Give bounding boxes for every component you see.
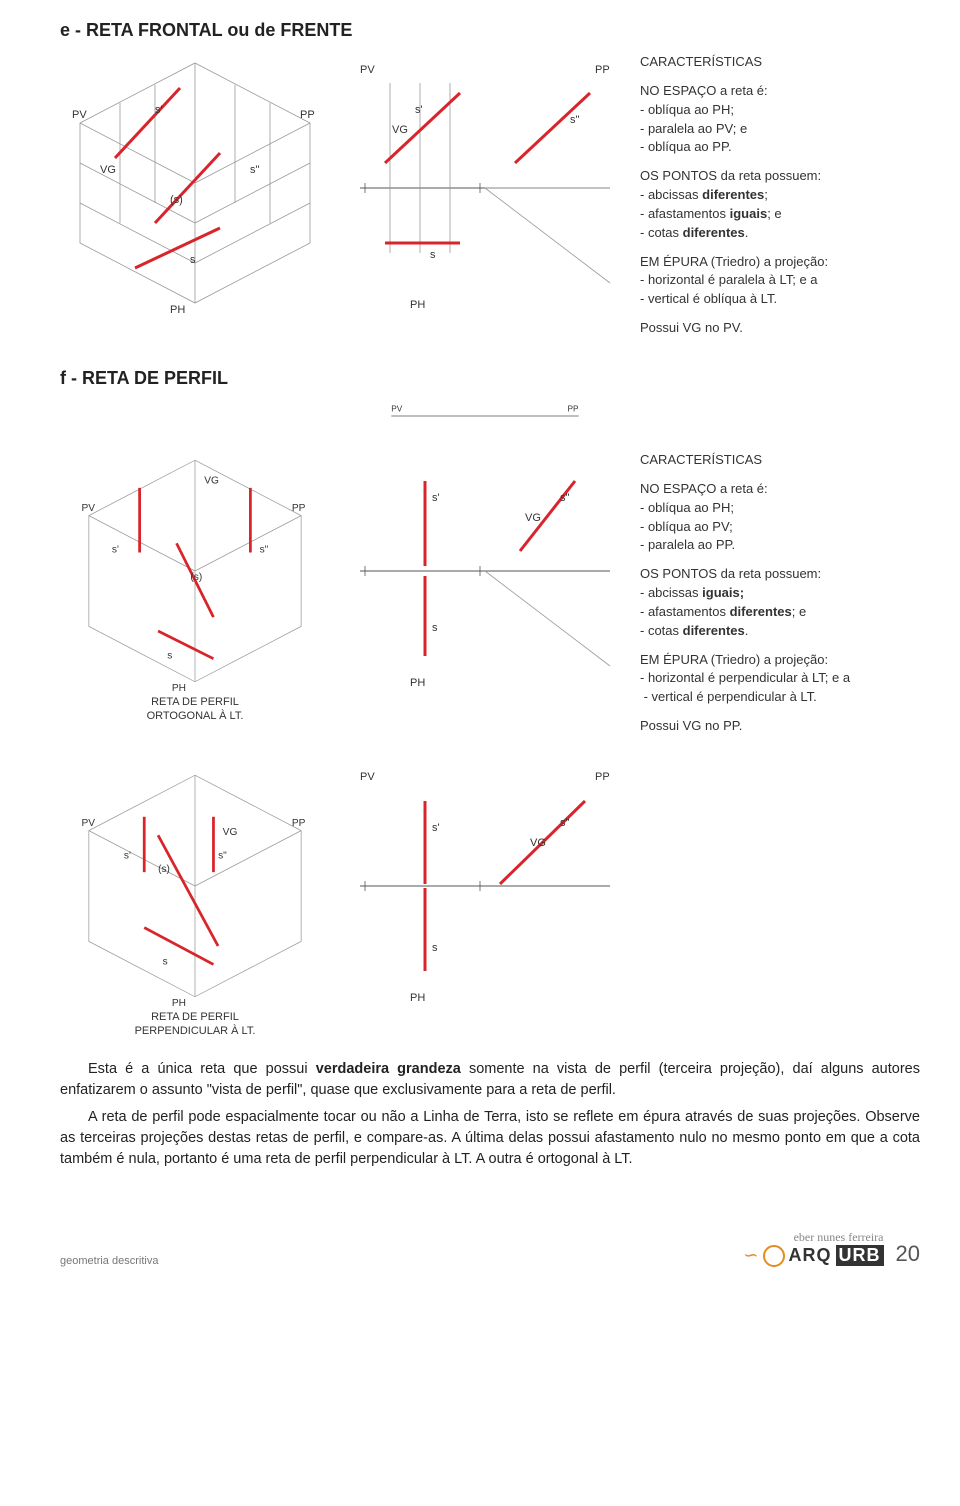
svg-text:PH: PH (172, 998, 186, 1006)
svg-text:s: s (190, 254, 196, 266)
diagram-perfil-perp-epura: PV PP PH s' s" VG s (350, 766, 620, 1039)
body-p2: A reta de perfil pode espacialmente toca… (60, 1107, 920, 1170)
svg-text:PH: PH (410, 677, 425, 689)
svg-text:s": s" (570, 114, 580, 126)
svg-text:PP: PP (300, 109, 315, 121)
row-perfil-top-epura: PV PP (60, 401, 920, 431)
frontal-espaco-0: - oblíqua ao PH; (640, 102, 734, 117)
frontal-epura-1: - vertical é oblíqua à LT. (640, 291, 777, 306)
svg-text:PV: PV (81, 503, 95, 514)
frontal-espaco-1: - paralela ao PV; e (640, 121, 747, 136)
svg-text:VG: VG (530, 837, 546, 849)
logo-arq: ARQ (789, 1245, 832, 1266)
svg-text:s: s (432, 942, 438, 954)
svg-text:PH: PH (410, 992, 425, 1004)
svg-text:s: s (163, 956, 168, 967)
frontal-pontos-intro: OS PONTOS da reta possuem: (640, 168, 821, 183)
diagram-perfil-ortogonal-iso: PV PP PH VG s' s" (s) s RETA DE PERFILOR… (60, 451, 330, 746)
caption-ortogonal: RETA DE PERFILORTOGONAL À LT. (60, 695, 330, 724)
diagram-frontal-iso: PV PP PH VG s' s" (s) s (60, 53, 330, 348)
svg-text:PV: PV (81, 818, 95, 829)
frontal-epura-0: - horizontal é paralela à LT; e a (640, 272, 818, 287)
section-e-title: e - RETA FRONTAL ou de FRENTE (60, 20, 920, 41)
svg-text:VG: VG (525, 512, 541, 524)
svg-text:PH: PH (172, 683, 186, 691)
caption-perpendicular: RETA DE PERFILPERPENDICULAR À LT. (60, 1010, 330, 1039)
svg-text:PV: PV (72, 109, 87, 121)
svg-text:VG: VG (100, 164, 116, 176)
perfil-espaco-0: - oblíqua ao PH; (640, 500, 734, 515)
svg-text:VG: VG (223, 827, 238, 838)
row-perfil-ortogonal: PV PP PH VG s' s" (s) s RETA DE PERFILOR… (60, 451, 920, 746)
svg-text:s: s (430, 249, 436, 261)
svg-text:PP: PP (595, 64, 610, 76)
frontal-espaco-2: - oblíqua ao PP. (640, 139, 732, 154)
svg-text:s: s (167, 651, 172, 662)
text-frontal: CARACTERÍSTICAS NO ESPAÇO a reta é: - ob… (640, 53, 920, 348)
diagram-perfil-perp-iso: PV PP PH VG s' s" (s) s RETA DE PERFILPE… (60, 766, 330, 1039)
svg-text:s": s" (250, 164, 260, 176)
logo-urb: URB (836, 1245, 884, 1266)
svg-text:s': s' (124, 850, 131, 861)
frontal-epura-intro: EM ÉPURA (Triedro) a projeção: (640, 254, 828, 269)
svg-text:s': s' (432, 822, 440, 834)
svg-text:s': s' (432, 492, 440, 504)
svg-text:(s): (s) (170, 194, 183, 206)
svg-text:PV: PV (391, 404, 403, 413)
svg-text:s": s" (560, 817, 570, 829)
frontal-vg: Possui VG no PV. (640, 319, 920, 338)
svg-text:s": s" (218, 850, 227, 861)
svg-text:PH: PH (410, 299, 425, 311)
svg-text:PV: PV (360, 64, 375, 76)
svg-text:s": s" (560, 492, 570, 504)
perfil-epura-intro: EM ÉPURA (Triedro) a projeção: (640, 652, 828, 667)
svg-text:PH: PH (170, 304, 185, 313)
svg-text:PP: PP (595, 771, 610, 783)
svg-text:(s): (s) (158, 864, 170, 875)
svg-text:PP: PP (568, 404, 580, 413)
perfil-espaco-intro: NO ESPAÇO a reta é: (640, 481, 768, 496)
char-heading-2: CARACTERÍSTICAS (640, 451, 920, 470)
svg-text:s": s" (260, 545, 269, 556)
body-text: Esta é a única reta que possui verdadeir… (60, 1059, 920, 1170)
svg-text:s': s' (112, 545, 119, 556)
svg-text:s': s' (415, 104, 423, 116)
svg-text:PP: PP (292, 818, 306, 829)
svg-text:VG: VG (204, 475, 219, 486)
footer-author: eber nunes ferreira (743, 1230, 883, 1245)
row-perfil-epura2: PV PP PH VG s' s" (s) s RETA DE PERFILPE… (60, 766, 920, 1039)
perfil-espaco-2: - paralela ao PP. (640, 537, 735, 552)
swirl-icon (763, 1245, 785, 1267)
frontal-espaco-intro: NO ESPAÇO a reta é: (640, 83, 768, 98)
diagram-perfil-ortogonal-epura: PH s' s" VG s (350, 451, 620, 746)
svg-text:(s): (s) (190, 572, 202, 583)
section-f-title: f - RETA DE PERFIL (60, 368, 920, 389)
svg-text:s': s' (155, 104, 163, 116)
footer-left: geometria descritiva (60, 1255, 158, 1267)
perfil-pontos-intro: OS PONTOS da reta possuem: (640, 566, 821, 581)
perfil-espaco-1: - oblíqua ao PV; (640, 519, 733, 534)
svg-text:PP: PP (292, 503, 306, 514)
svg-text:s: s (432, 622, 438, 634)
page-footer: geometria descritiva eber nunes ferreira… (60, 1230, 920, 1267)
char-heading-1: CARACTERÍSTICAS (640, 53, 920, 72)
page-number: 20 (896, 1241, 920, 1267)
row-frontal: PV PP PH VG s' s" (s) s PV PP PH (60, 53, 920, 348)
perfil-vg: Possui VG no PP. (640, 717, 920, 736)
svg-text:VG: VG (392, 124, 408, 136)
diagram-frontal-epura: PV PP PH s' VG s" s (350, 53, 620, 348)
svg-text:PV: PV (360, 771, 375, 783)
logo: ∽ ARQURB (743, 1245, 883, 1267)
text-perfil: CARACTERÍSTICAS NO ESPAÇO a reta é: - ob… (640, 451, 920, 746)
